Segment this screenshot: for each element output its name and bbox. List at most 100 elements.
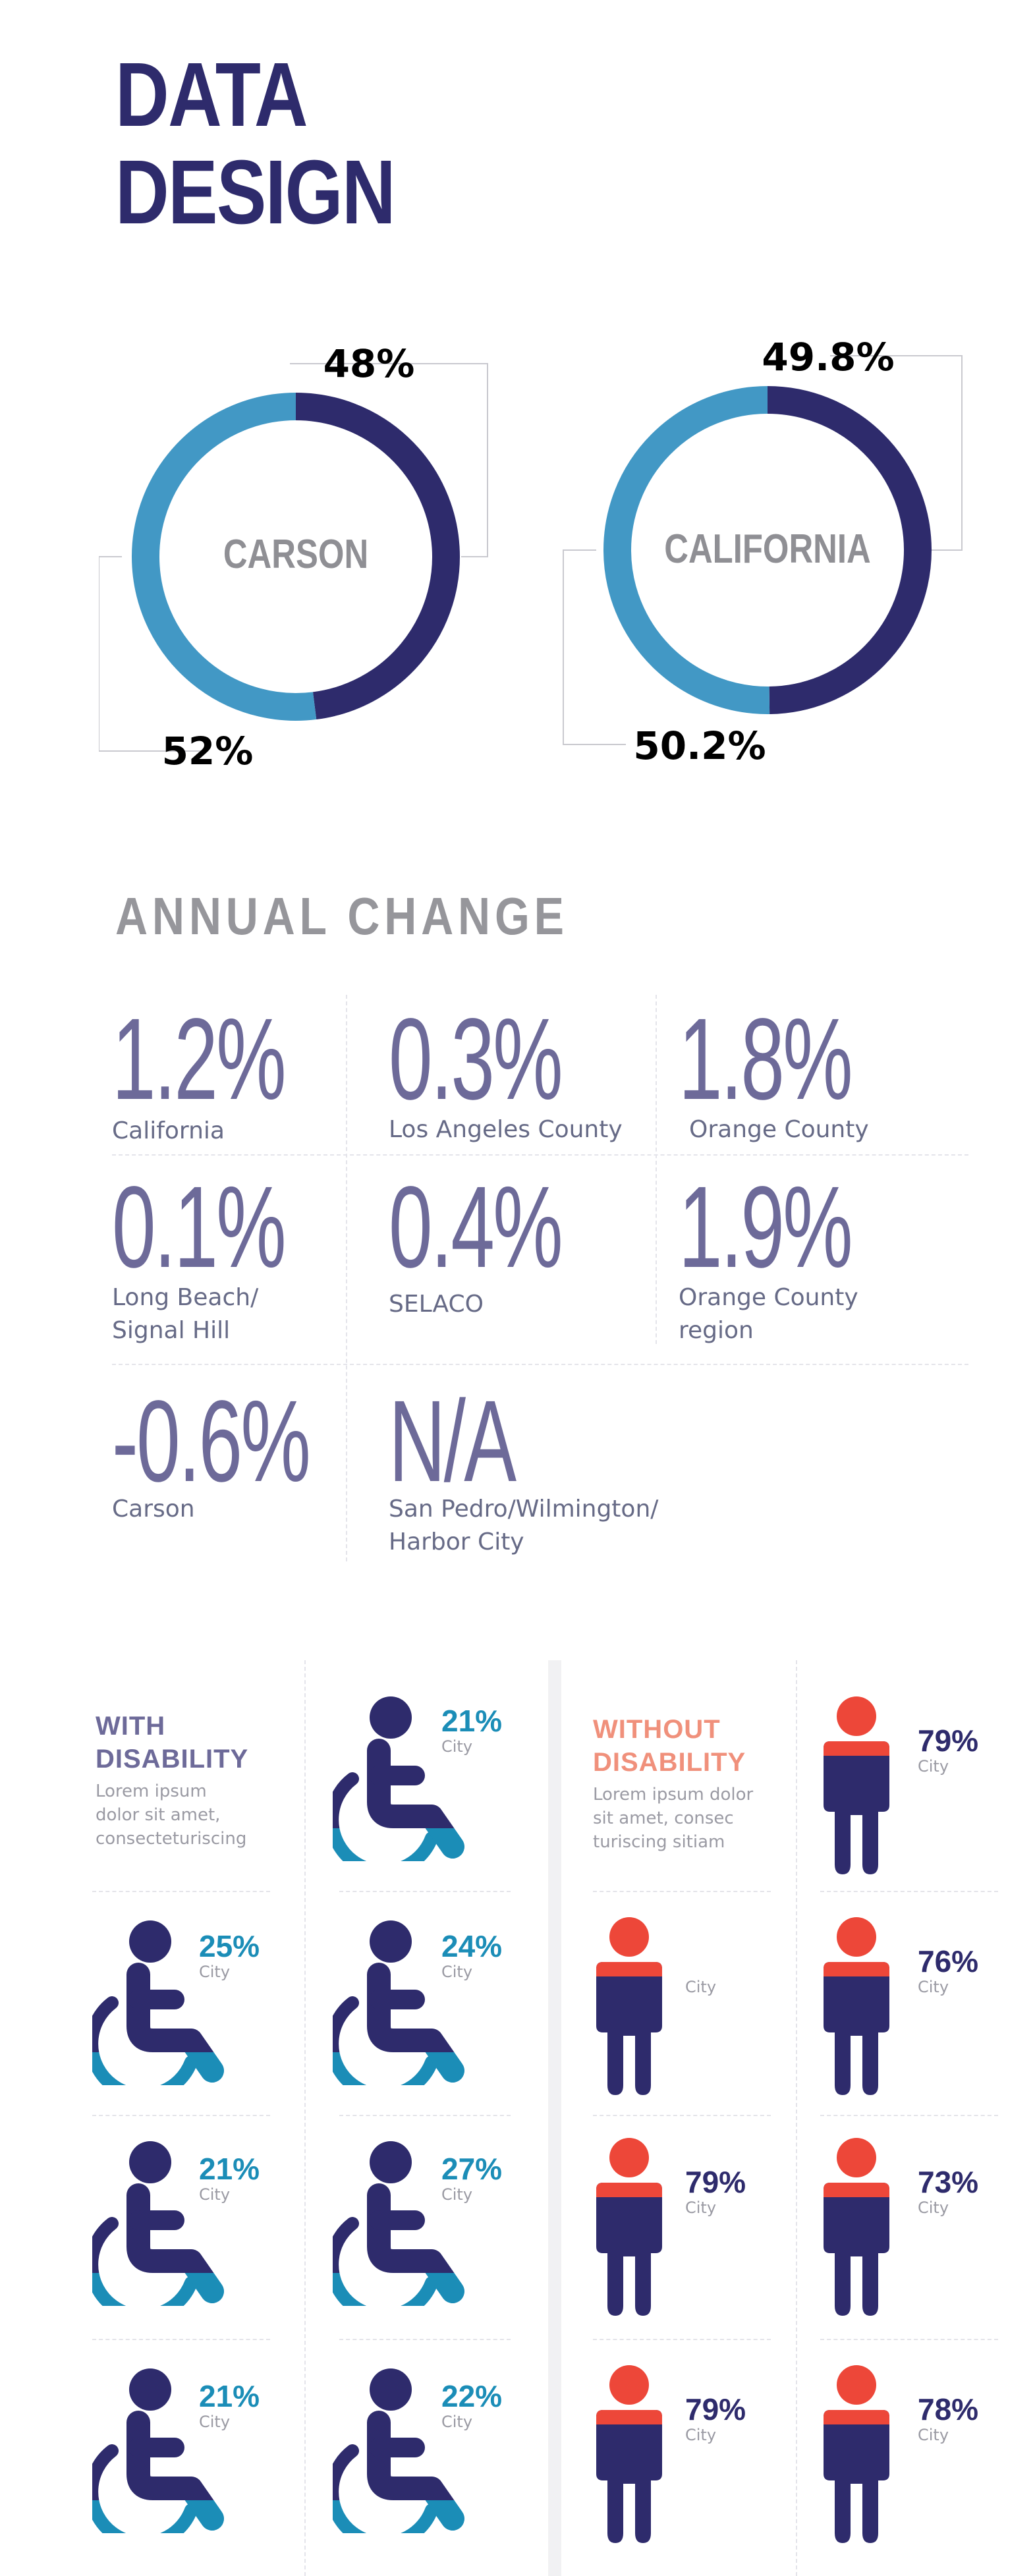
- stat-label: Los Angeles County: [389, 1116, 623, 1143]
- stat-value: 0.3%: [389, 995, 563, 1124]
- donut-chart-carson: 48% 52%: [99, 341, 488, 773]
- with-disability-description: Lorem ipsum dolor sit amet, consecteturi…: [96, 1781, 247, 1849]
- disability-sub: City: [199, 2413, 231, 2431]
- stat-label: California: [112, 1117, 225, 1144]
- disability-pct: 24%: [441, 1929, 503, 1963]
- divider: [656, 995, 657, 1344]
- disability-pct: 22%: [441, 2379, 503, 2413]
- donut-slice-label-light: 50.2%: [633, 723, 766, 768]
- stat-cell-california: 1.2% California: [112, 1001, 366, 1148]
- disability-sub: City: [199, 2185, 231, 2204]
- stat-label: Long Beach/ Signal Hill: [112, 1284, 259, 1344]
- divider: [339, 2339, 511, 2340]
- disability-item: 21% City: [92, 2141, 290, 2312]
- no-disability-item: 79% City: [820, 1696, 1018, 1874]
- donut-slice-2: [132, 393, 317, 721]
- stat-cell-selaco: 0.4% SELACO: [389, 1169, 642, 1321]
- stat-cell-long-beach: 0.1% Long Beach/ Signal Hill: [112, 1169, 366, 1347]
- stat-label: San Pedro/Wilmington/ Harbor City: [389, 1496, 659, 1555]
- no-disability-pct: 78%: [918, 2392, 979, 2426]
- person-icon: [593, 2365, 665, 2543]
- stat-value: 0.4%: [389, 1163, 563, 1292]
- divider: [346, 995, 347, 1561]
- leader-line-light: [99, 556, 204, 752]
- disability-pct: 21%: [199, 2379, 260, 2413]
- stat-label: Orange County: [689, 1116, 869, 1143]
- divider: [820, 1891, 998, 1892]
- no-disability-item: 79% City: [593, 2365, 791, 2543]
- divider: [112, 1154, 968, 1156]
- leader-line-light: [563, 549, 626, 745]
- annual-change-title: ANNUAL CHANGE: [115, 887, 569, 945]
- disability-item: 24% City: [333, 1920, 530, 2092]
- without-disability-description: Lorem ipsum dolor sit amet, consec turis…: [593, 1785, 754, 1852]
- no-disability-pct: 76%: [918, 1944, 979, 1978]
- with-disability-header: WITH DISABILITY Lorem ipsum dolor sit am…: [96, 1710, 248, 1851]
- no-disability-item: City: [593, 1917, 791, 2095]
- stat-label: Orange County region: [679, 1284, 858, 1344]
- divider: [339, 1891, 511, 1892]
- stat-label: Carson: [112, 1496, 195, 1523]
- divider: [92, 1891, 270, 1892]
- disability-sub: City: [441, 1737, 473, 1756]
- no-disability-sub: City: [918, 1757, 949, 1776]
- leader-line-dark: [830, 355, 963, 551]
- donut-arcs: [603, 386, 932, 714]
- no-disability-pct: 73%: [918, 2165, 979, 2199]
- divider: [304, 1660, 306, 2576]
- no-disability-item: 73% City: [820, 2138, 1018, 2316]
- donut-center-label: CALIFORNIA: [664, 526, 871, 572]
- stat-cell-los-angeles-county: 0.3% Los Angeles County: [389, 1001, 642, 1146]
- no-disability-sub: City: [685, 2198, 717, 2217]
- divider: [593, 1891, 771, 1892]
- disability-item: 21% City: [92, 2368, 290, 2540]
- disability-item: 21% City: [333, 1696, 530, 1868]
- disability-pct: 25%: [199, 1929, 260, 1963]
- page-title-line-1: DATA: [115, 44, 308, 146]
- no-disability-item: 78% City: [820, 2365, 1018, 2543]
- section-separator: [548, 1660, 561, 2576]
- donut-slice-2: [603, 386, 770, 714]
- page-title-line-2: DESIGN: [115, 142, 396, 243]
- disability-sub: City: [199, 1963, 231, 1981]
- divider: [593, 2115, 771, 2116]
- person-icon: [593, 2138, 665, 2316]
- stat-cell-san-pedro: N/A San Pedro/Wilmington/ Harbor City: [389, 1384, 658, 1559]
- stat-cell-orange-county-region: 1.9% Orange County region: [679, 1169, 932, 1347]
- with-disability-title: WITH DISABILITY: [96, 1712, 249, 1774]
- divider: [796, 1660, 797, 2576]
- stat-value: 1.9%: [679, 1163, 853, 1292]
- disability-pct: 21%: [199, 2152, 260, 2186]
- donut-slice-label-light: 52%: [162, 729, 254, 773]
- disability-sub: City: [441, 2413, 473, 2431]
- disability-pct: 27%: [441, 2152, 503, 2186]
- without-disability-header: WITHOUT DISABILITY Lorem ipsum dolor sit…: [593, 1713, 753, 1854]
- stat-value: N/A: [389, 1377, 517, 1506]
- divider: [820, 2339, 998, 2340]
- divider: [820, 2115, 998, 2116]
- divider: [593, 2339, 771, 2340]
- donut-slice-label-dark: 48%: [323, 341, 415, 386]
- person-icon: [593, 1917, 665, 2095]
- donut-slice-1: [767, 386, 932, 714]
- stat-cell-carson: -0.6% Carson: [112, 1384, 402, 1526]
- disability-sub: City: [441, 2185, 473, 2204]
- no-disability-pct: 79%: [685, 2165, 746, 2199]
- no-disability-sub: City: [918, 2198, 949, 2217]
- stat-value: -0.6%: [112, 1377, 311, 1506]
- disability-item: 25% City: [92, 1920, 290, 2092]
- page-title: DATA DESIGN: [115, 44, 396, 243]
- disability-item: 27% City: [333, 2141, 530, 2312]
- disability-pct: 21%: [441, 1704, 503, 1738]
- no-disability-pct: 79%: [918, 1723, 979, 1758]
- stat-value: 0.1%: [112, 1163, 287, 1292]
- person-icon: [820, 2138, 893, 2316]
- divider: [92, 2339, 270, 2340]
- person-icon: [820, 1917, 893, 2095]
- stat-value: 1.8%: [679, 995, 853, 1124]
- donut-slice-label-dark: 49.8%: [762, 335, 894, 379]
- stat-value: 1.2%: [112, 995, 287, 1124]
- donut-chart-california: 49.8% 50.2%: [563, 335, 963, 768]
- stat-cell-orange-county: 1.8% Orange County: [679, 1001, 932, 1146]
- donut-slice-1: [295, 393, 460, 720]
